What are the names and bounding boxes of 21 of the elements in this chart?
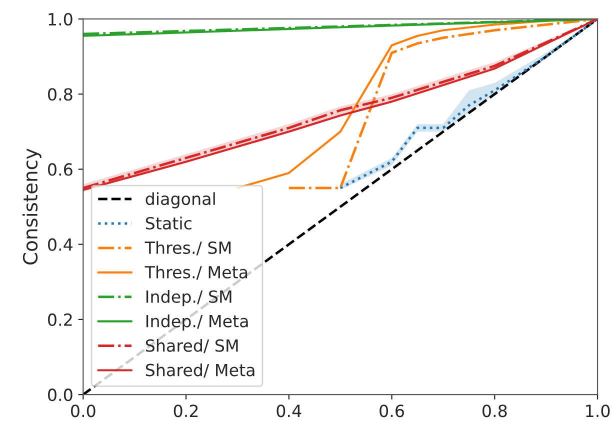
legend-label: diagonal [146,192,215,208]
legend-label: Shared/ Meta [146,363,254,378]
x-tick-label: 0.2 [174,404,198,418]
legend-label: Thres./ SM [144,241,231,256]
legend-label: Indep./ SM [146,290,232,306]
legend-label: Indep./ Meta [146,314,248,331]
y-axis-title: Consistency [22,148,42,264]
y-tick-label: 0.0 [48,388,72,402]
x-tick-label: 1.0 [586,404,610,418]
y-tick-label: 1.0 [48,12,72,26]
x-tick-label: 0.0 [71,404,96,418]
x-tick-label: 0.4 [276,404,302,418]
y-tick-label: 0.6 [48,163,72,176]
x-tick-label: 0.8 [482,404,507,418]
legend-label: Static [146,216,192,230]
y-tick-label: 0.4 [48,238,73,251]
y-tick-label: 0.8 [48,88,72,101]
legend-label: Shared/ SM [146,338,238,354]
legend-label: Thres./ Meta [144,266,248,280]
x-tick-label: 0.6 [380,404,404,418]
y-tick-label: 0.2 [48,313,72,326]
